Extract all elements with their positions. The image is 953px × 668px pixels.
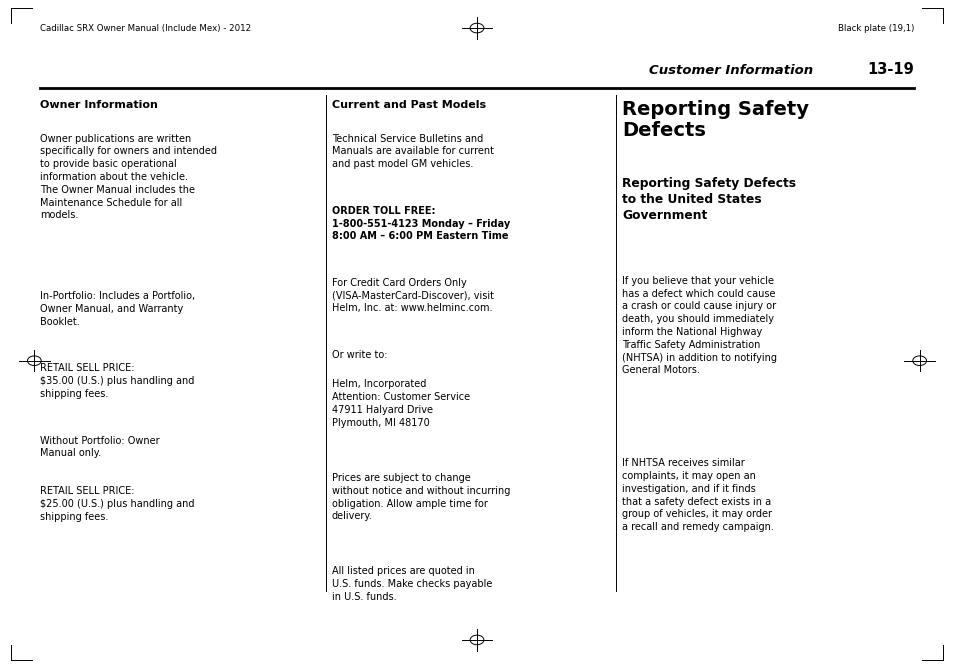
- Text: RETAIL SELL PRICE:
$25.00 (U.S.) plus handling and
shipping fees.: RETAIL SELL PRICE: $25.00 (U.S.) plus ha…: [40, 486, 194, 522]
- Text: Without Portfolio: Owner
Manual only.: Without Portfolio: Owner Manual only.: [40, 436, 159, 458]
- Text: 13-19: 13-19: [866, 62, 913, 77]
- Text: Customer Information: Customer Information: [648, 64, 812, 77]
- Text: Owner Information: Owner Information: [40, 100, 158, 110]
- Text: For Credit Card Orders Only
(VISA-MasterCard-Discover), visit
Helm, Inc. at: www: For Credit Card Orders Only (VISA-Master…: [332, 278, 494, 313]
- Text: Prices are subject to change
without notice and without incurring
obligation. Al: Prices are subject to change without not…: [332, 473, 510, 521]
- Text: RETAIL SELL PRICE:
$35.00 (U.S.) plus handling and
shipping fees.: RETAIL SELL PRICE: $35.00 (U.S.) plus ha…: [40, 363, 194, 399]
- Text: Black plate (19,1): Black plate (19,1): [837, 23, 913, 33]
- Text: All listed prices are quoted in
U.S. funds. Make checks payable
in U.S. funds.: All listed prices are quoted in U.S. fun…: [332, 566, 492, 602]
- Text: Reporting Safety Defects
to the United States
Government: Reporting Safety Defects to the United S…: [621, 177, 795, 222]
- Text: Owner publications are written
specifically for owners and intended
to provide b: Owner publications are written specifica…: [40, 134, 217, 220]
- Text: Technical Service Bulletins and
Manuals are available for current
and past model: Technical Service Bulletins and Manuals …: [332, 134, 494, 169]
- Text: Current and Past Models: Current and Past Models: [332, 100, 486, 110]
- Text: Or write to:: Or write to:: [332, 350, 387, 360]
- Text: Cadillac SRX Owner Manual (Include Mex) - 2012: Cadillac SRX Owner Manual (Include Mex) …: [40, 23, 251, 33]
- Text: If NHTSA receives similar
complaints, it may open an
investigation, and if it fi: If NHTSA receives similar complaints, it…: [621, 458, 773, 532]
- Text: Helm, Incorporated
Attention: Customer Service
47911 Halyard Drive
Plymouth, MI : Helm, Incorporated Attention: Customer S…: [332, 379, 470, 428]
- Text: In-Portfolio: Includes a Portfolio,
Owner Manual, and Warranty
Booklet.: In-Portfolio: Includes a Portfolio, Owne…: [40, 291, 195, 327]
- Text: ORDER TOLL FREE:
1-800-551-4123 Monday – Friday
8:00 AM – 6:00 PM Eastern Time: ORDER TOLL FREE: 1-800-551-4123 Monday –…: [332, 206, 510, 241]
- Text: If you believe that your vehicle
has a defect which could cause
a crash or could: If you believe that your vehicle has a d…: [621, 276, 776, 375]
- Text: Reporting Safety
Defects: Reporting Safety Defects: [621, 100, 808, 140]
